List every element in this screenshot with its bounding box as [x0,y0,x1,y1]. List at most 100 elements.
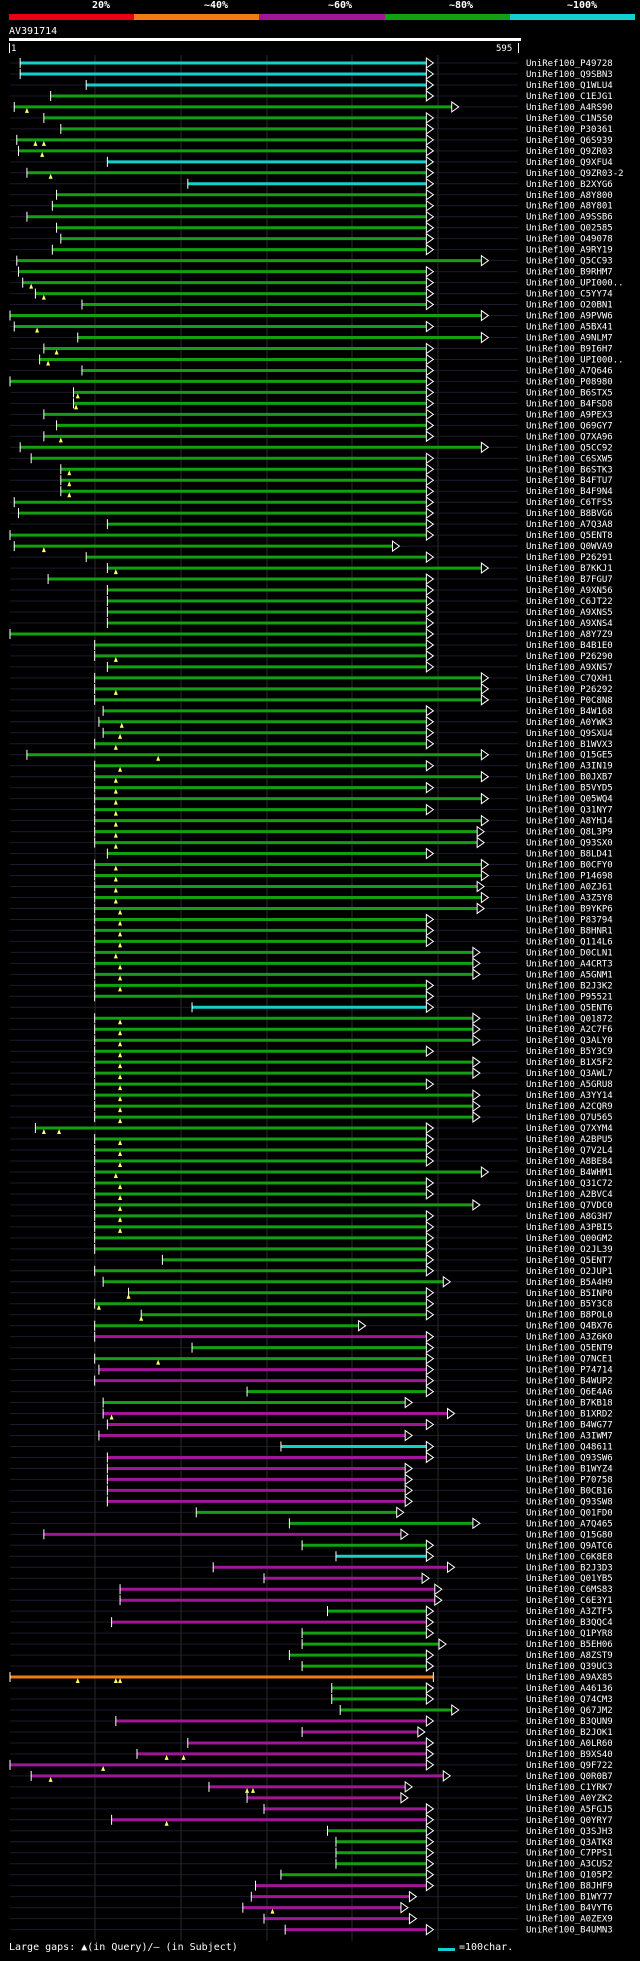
hit-label: UniRef100_Q9F722 [526,1761,613,1771]
hit-end-arrow [425,979,435,992]
hit-end-arrow [425,1846,435,1859]
hit-end-arrow [480,869,490,882]
hit-end-arrow [480,891,490,904]
hit-end-arrow [425,287,435,300]
query-gap-marker [109,1414,114,1420]
query-gap-marker [46,360,51,366]
hit-label: UniRef100_Q74CM3 [526,1695,613,1705]
hit-label: UniRef100_B1X5F2 [526,1058,613,1068]
hit-end-arrow [425,485,435,498]
hit-label: UniRef100_Q5ENT7 [526,1256,613,1266]
hit-end-arrow [480,792,490,805]
query-gap-marker [118,986,123,992]
query-gap-marker [250,1787,255,1793]
hit-end-arrow [425,1264,435,1277]
hit-end-arrow [480,693,490,706]
query-start: 1 [11,44,17,54]
query-gap-marker [118,975,123,981]
query-gap-marker [29,283,34,289]
hit-label: UniRef100_Q0YRY7 [526,1816,613,1826]
hit-label: UniRef100_B2J3K2 [526,981,613,991]
query-gap-marker [48,173,53,179]
hit-end-arrow [425,144,435,157]
hit-end-arrow [425,419,435,432]
hit-label: UniRef100_B4W168 [526,707,613,717]
identity-scale-label: ~40% [204,0,229,11]
identity-color-scale [9,14,636,20]
hit-label: UniRef100_B7FGU7 [526,575,613,585]
hit-label: UniRef100_A2BVC4 [526,1190,613,1200]
hit-label: UniRef100_A7Q465 [526,1519,613,1529]
hit-label: UniRef100_Q5ENT9 [526,1344,613,1354]
hit-label: UniRef100_A9XNS4 [526,619,613,629]
identity-scale-label: 20% [92,0,111,11]
query-gap-marker [118,1052,123,1058]
query-gap-marker [118,1205,123,1211]
hit-end-arrow [425,386,435,399]
query-gap-marker [101,1765,106,1771]
hit-end-arrow [425,78,435,91]
hit-label: UniRef100_Q9ATC6 [526,1541,613,1551]
query-end: 595 [496,44,513,54]
hit-end-arrow [425,89,435,102]
hit-label: UniRef100_P14698 [526,872,613,882]
query-gap-marker [113,788,118,794]
hit-end-arrow [425,397,435,410]
hit-end-arrow [400,1791,409,1804]
hit-label: UniRef100_B5Y3C9 [526,1047,613,1057]
hit-end-arrow [425,1802,435,1815]
legend-scale-text: =100char. [459,1942,514,1953]
hit-label: UniRef100_Q6E4A6 [526,1388,613,1398]
hit-end-arrow [425,57,435,69]
hit-end-arrow [425,188,435,201]
hit-end-arrow [425,803,435,816]
hit-label: UniRef100_Q00GM2 [526,1234,613,1244]
hit-label: UniRef100_Q67JM2 [526,1706,613,1716]
hit-label: UniRef100_A9XN56 [526,586,613,596]
query-gap-marker [113,744,118,750]
hit-end-arrow [472,957,481,970]
hit-end-arrow [404,1780,414,1793]
hit-label: UniRef100_B1WYZ4 [526,1464,613,1474]
hit-label: UniRef100_C1N5S0 [526,114,613,124]
hit-end-arrow [472,1056,481,1069]
query-gap-marker [75,1678,80,1684]
query-gap-marker [113,876,118,882]
query-gap-marker [113,810,118,816]
hit-label: UniRef100_B4FTU7 [526,476,613,486]
hit-end-arrow [425,1220,435,1233]
hit-end-arrow [472,946,481,959]
query-gap-marker [118,1085,123,1091]
hit-label: UniRef100_A3Z6K0 [526,1333,613,1343]
hit-end-arrow [425,364,435,377]
hit-label: UniRef100_A3YY14 [526,1091,613,1101]
query-gap-marker [113,799,118,805]
identity-scale-segment [259,14,385,20]
query-gap-marker [118,1019,123,1025]
hit-end-arrow [472,968,481,981]
hit-end-arrow [425,232,435,245]
hit-label: UniRef100_A7Q3A8 [526,520,613,530]
query-gap-marker [118,1151,123,1157]
hit-label: UniRef100_A8BE84 [526,1157,613,1167]
hit-label: UniRef100_B5VYD5 [526,784,613,794]
hit-label: UniRef100_B0CB16 [526,1486,613,1496]
hit-end-arrow [425,1440,435,1453]
hit-end-arrow [391,540,401,553]
hit-label: UniRef100_A0ZJ61 [526,883,613,893]
query-gap-marker [118,1194,123,1200]
hit-end-arrow [425,320,435,333]
hit-end-arrow [425,1253,435,1266]
hit-end-arrow [425,210,435,223]
hit-end-arrow [425,551,435,564]
hit-label: UniRef100_A4RS90 [526,103,613,113]
hit-end-arrow [425,463,435,476]
hit-label: UniRef100_Q9ZR03 [526,147,613,157]
hit-end-arrow [451,1704,460,1716]
hit-end-arrow [425,847,435,860]
hit-end-arrow [425,155,435,168]
hit-end-arrow [425,408,435,421]
hit-end-arrow [425,111,435,124]
hit-end-arrow [434,1594,443,1607]
hit-label: UniRef100_P49728 [526,59,613,69]
